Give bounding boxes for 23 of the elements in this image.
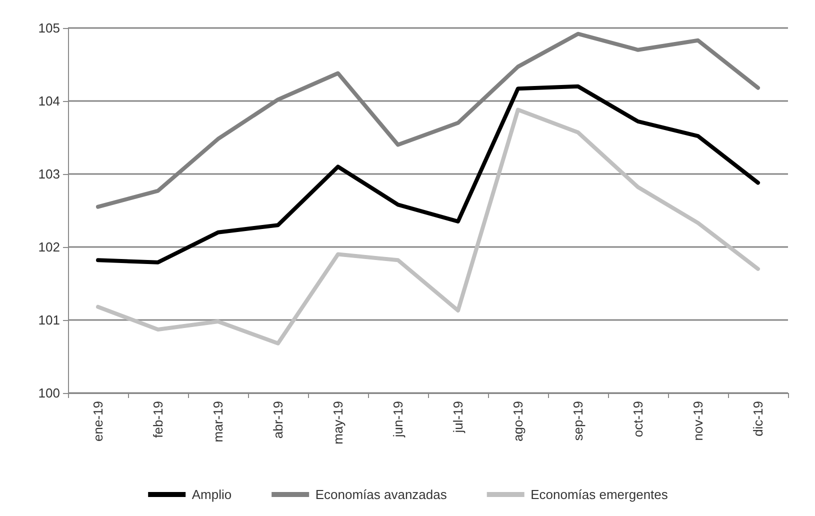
x-tick-label: jun-19 — [390, 401, 406, 438]
x-tick-label: mar-19 — [210, 401, 226, 442]
legend-label: Economías emergentes — [530, 487, 668, 502]
x-tick-label: ene-19 — [90, 401, 106, 442]
y-tick-label: 101 — [38, 312, 60, 328]
y-tick-label: 104 — [38, 94, 60, 108]
y-tick-label: 100 — [38, 386, 60, 400]
x-tick-label: abr-19 — [270, 401, 286, 439]
x-tick-label: feb-19 — [150, 401, 166, 438]
legend-label: Economías avanzadas — [315, 487, 448, 502]
y-tick-label: 105 — [38, 20, 60, 36]
line-series — [96, 84, 760, 264]
line-series — [96, 108, 760, 346]
x-tick-label: nov-19 — [690, 401, 706, 441]
x-tick-label: dic-19 — [750, 401, 766, 436]
x-tick-label: sep-19 — [570, 401, 586, 441]
legend-label: Amplio — [192, 487, 232, 502]
x-tick-label: jul-19 — [450, 401, 466, 434]
y-tick-label: 103 — [38, 166, 60, 182]
y-tick-label: 102 — [38, 240, 60, 254]
x-tick-label: oct-19 — [630, 401, 646, 438]
x-tick-label: may-19 — [330, 401, 346, 444]
x-tick-label: ago-19 — [510, 401, 526, 442]
